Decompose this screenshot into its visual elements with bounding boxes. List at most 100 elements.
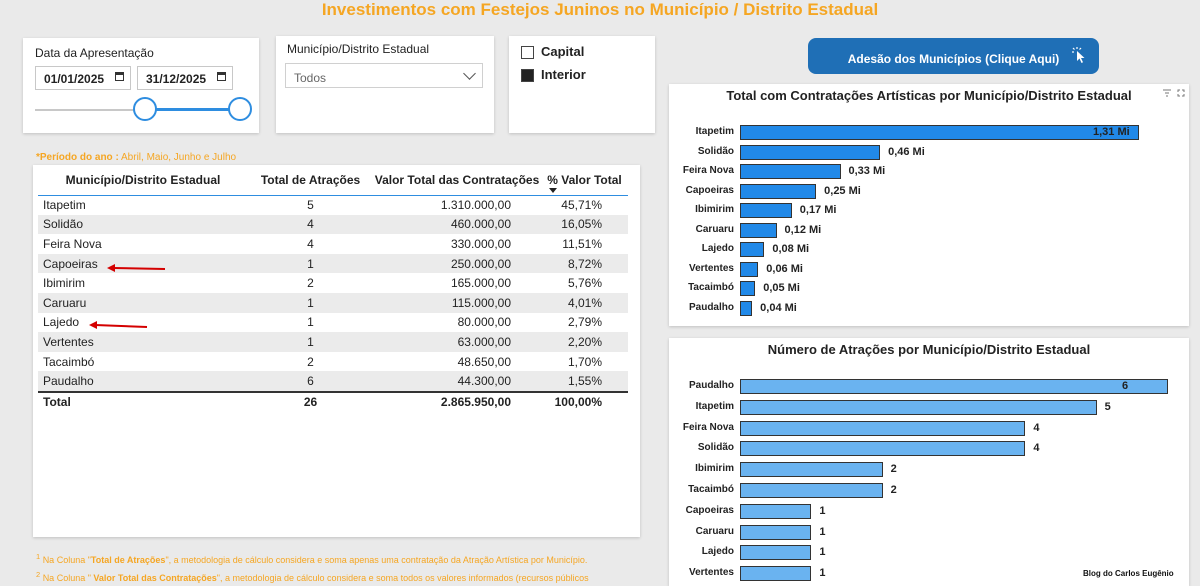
table-cell: 115.000,00 — [373, 292, 541, 313]
page-title: Investimentos com Festejos Juninos no Mu… — [321, 0, 879, 19]
filter-icon[interactable] — [1163, 89, 1171, 97]
bar[interactable] — [740, 183, 817, 199]
table-row[interactable]: Paudalho 6 44.300,00 1,55% — [38, 371, 628, 391]
table-cell: 44.300,00 — [373, 371, 541, 391]
bar[interactable] — [740, 144, 881, 160]
bar[interactable] — [740, 483, 883, 498]
municipio-dropdown-value: Todos — [294, 71, 327, 85]
table-row[interactable]: Tacaimbó 2 48.650,00 1,70% — [38, 352, 628, 372]
table-cell: Solidão — [38, 214, 248, 235]
adesao-button[interactable]: Adesão dos Municípios (Clique Aqui) — [808, 38, 1099, 74]
bar[interactable] — [740, 420, 1026, 436]
bar-value-label: 1 — [819, 546, 826, 559]
bar[interactable] — [740, 125, 1139, 140]
bar[interactable] — [740, 566, 812, 582]
table-cell: 2 — [307, 354, 314, 369]
table-header-row: Município/Distrito Estadual Total de Atr… — [38, 165, 628, 195]
bar-category-label: Feira Nova — [682, 165, 734, 176]
bar[interactable] — [740, 462, 883, 478]
table-row[interactable]: Solidão 4 460.000,00 16,05% — [38, 214, 628, 235]
end-date-input[interactable]: 31/12/2025 — [137, 66, 233, 90]
table-row[interactable]: Capoeiras 1 250.000,00 8,72% — [38, 253, 628, 274]
bar[interactable] — [740, 261, 759, 277]
table-total-cell: 26 — [303, 394, 318, 409]
bar[interactable] — [740, 379, 1168, 394]
date-slider-track[interactable] — [35, 109, 145, 111]
date-slider-end-handle[interactable] — [228, 97, 252, 121]
calendar-icon[interactable] — [217, 72, 226, 81]
col-header-municipio[interactable]: Município/Distrito Estadual — [65, 173, 221, 187]
table-cell: 1,70% — [567, 354, 602, 369]
table-row[interactable]: Lajedo 1 80.000,00 2,79% — [38, 313, 628, 333]
municipio-dropdown[interactable]: Todos — [285, 63, 483, 88]
bar-category-label: Capoeiras — [685, 184, 734, 196]
table-cell: 1 — [248, 332, 373, 352]
table-row[interactable]: Vertentes 1 63.000,00 2,20% — [38, 332, 628, 352]
bar-value-label: 1 — [819, 504, 826, 517]
bar-category-label: Itapetim — [695, 400, 734, 412]
table-header-underline — [38, 195, 628, 196]
calendar-icon[interactable] — [115, 72, 124, 81]
bar-value-label: 0,05 Mi — [763, 282, 800, 294]
table-cell: 5 — [307, 197, 314, 212]
municipio-slicer-label: Município/Distrito Estadual — [287, 42, 430, 56]
bar[interactable] — [740, 545, 812, 561]
bar[interactable] — [740, 281, 756, 296]
footnote-2: 2 Na Coluna " Valor Total das Contrataçõ… — [36, 570, 589, 583]
capital-checkbox[interactable] — [521, 46, 534, 59]
table-cell: 2,79% — [567, 315, 602, 330]
table-card: Município/Distrito Estadual Total de Atr… — [33, 165, 640, 537]
table-total-cell: 2.865.950,00 — [440, 394, 511, 409]
start-date-input[interactable]: 01/01/2025 — [35, 66, 131, 90]
bar-category-label: Ibimirim — [695, 463, 734, 475]
bar[interactable] — [740, 503, 812, 519]
footnote-1-post: ", a metodologia de cálculo considera e … — [165, 555, 588, 565]
table-total-cell: 100,00% — [554, 394, 602, 409]
bar-category-label: Lajedo — [701, 243, 734, 254]
col-header-atracoes[interactable]: Total de Atrações — [260, 173, 361, 187]
bar-category-label: Ibimirim — [695, 204, 734, 215]
table-cell: 2 — [307, 276, 314, 291]
bar-category-label: Capoeiras — [685, 504, 734, 516]
table-cell: 1 — [248, 253, 373, 274]
bar-category-label: Tacaimbó — [688, 282, 734, 293]
bar[interactable] — [740, 441, 1026, 457]
bar[interactable] — [740, 242, 765, 257]
footnote-2-pre: Na Coluna " — [42, 573, 94, 583]
bar[interactable] — [740, 203, 792, 218]
bar-category-label: Paudalho — [688, 301, 734, 313]
municipio-slicer-card: Município/Distrito Estadual Todos — [276, 36, 494, 133]
table-row[interactable]: Feira Nova 4 330.000,00 11,51% — [38, 234, 628, 254]
date-slider-start-handle[interactable] — [133, 97, 157, 121]
table-cell: Caruaru — [38, 292, 248, 313]
bar-value-label: 2 — [890, 463, 897, 476]
col-header-valor[interactable]: Valor Total das Contratações — [374, 173, 540, 187]
bar[interactable] — [740, 524, 812, 540]
interior-label: Interior — [541, 67, 586, 82]
table-cell: 2,20% — [541, 332, 628, 352]
table-cell: 1 — [248, 292, 373, 313]
footnote-1-number: 1 — [36, 552, 41, 561]
chart-1-title: Total com Contratações Artísticas por Mu… — [726, 88, 1132, 103]
bar[interactable] — [740, 300, 753, 316]
bar[interactable] — [740, 399, 1097, 415]
focus-mode-icon[interactable] — [1177, 89, 1185, 97]
col-header-percent[interactable]: % Valor Total — [541, 165, 628, 195]
table-cell: Lajedo — [43, 315, 80, 330]
bar[interactable] — [740, 164, 841, 179]
period-note: *Período do ano : Abril, Maio, Junho e J… — [36, 152, 236, 163]
date-slider-range[interactable] — [145, 108, 240, 111]
table-cell: 8,72% — [541, 253, 628, 274]
pointer-click-icon — [1072, 47, 1085, 63]
table-row[interactable]: Ibimirim 2 165.000,00 5,76% — [38, 273, 628, 293]
table-row[interactable]: Caruaru 1 115.000,00 4,01% — [38, 292, 628, 313]
adesao-button-label: Adesão dos Municípios (Clique Aqui) — [847, 52, 1060, 66]
bar[interactable] — [740, 222, 777, 238]
table-row[interactable]: Itapetim 5 1.310.000,00 45,71% — [38, 195, 628, 215]
bar-category-label: Vertentes — [688, 567, 734, 579]
interior-checkbox[interactable] — [521, 69, 534, 82]
table-cell: 6 — [248, 371, 373, 391]
table-cell: Vertentes — [38, 332, 248, 352]
date-slicer-label: Data da Apresentação — [35, 46, 154, 60]
table-cell: 250.000,00 — [373, 253, 541, 274]
